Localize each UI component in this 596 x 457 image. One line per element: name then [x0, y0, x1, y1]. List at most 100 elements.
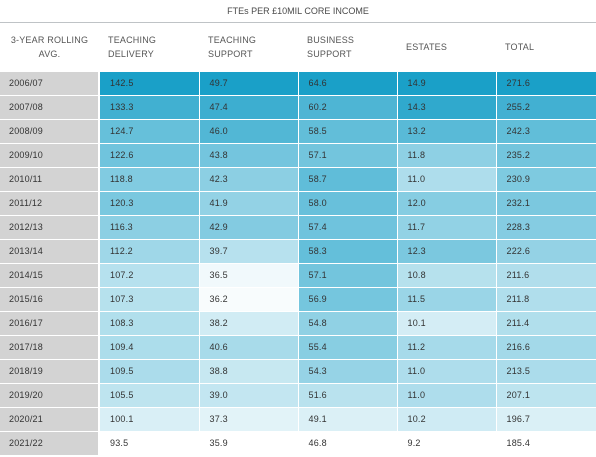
value-cell: 57.1 — [298, 263, 398, 288]
value-cell: 11.2 — [397, 335, 497, 360]
value-cell: 38.8 — [199, 359, 299, 384]
year-cell: 2018/19 — [0, 359, 100, 384]
value-cell: 54.3 — [298, 359, 398, 384]
header-total: TOTAL — [505, 42, 535, 52]
value-cell: 37.3 — [199, 407, 299, 432]
value-cell: 124.7 — [99, 119, 200, 144]
value-cell: 46.8 — [298, 431, 398, 455]
table-row: 2008/09 124.7 46.0 58.5 13.2 242.3 — [0, 119, 596, 144]
year-cell: 2017/18 — [0, 335, 100, 360]
year-cell: 2010/11 — [0, 167, 100, 192]
value-cell: 51.6 — [298, 383, 398, 408]
value-cell: 271.6 — [496, 71, 596, 96]
value-cell: 46.0 — [199, 119, 299, 144]
value-cell: 55.4 — [298, 335, 398, 360]
table-row: 2014/15 107.2 36.5 57.1 10.8 211.6 — [0, 263, 596, 288]
table-row: 2019/20 105.5 39.0 51.6 11.0 207.1 — [0, 383, 596, 408]
value-cell: 14.3 — [397, 95, 497, 120]
table-body: 2006/07 142.5 49.7 64.6 14.9 271.6 2007/08 133.… — [0, 71, 596, 455]
value-cell: 12.0 — [397, 191, 497, 216]
value-cell: 14.9 — [397, 71, 497, 96]
value-cell: 42.3 — [199, 167, 299, 192]
table-row: 2013/14 112.2 39.7 58.3 12.3 222.6 — [0, 239, 596, 264]
value-cell: 58.0 — [298, 191, 398, 216]
value-cell: 11.0 — [397, 359, 497, 384]
value-cell: 228.3 — [496, 215, 596, 240]
year-cell: 2011/12 — [0, 191, 100, 216]
table-row: 2018/19 109.5 38.8 54.3 11.0 213.5 — [0, 359, 596, 384]
value-cell: 35.9 — [199, 431, 299, 455]
value-cell: 12.3 — [397, 239, 497, 264]
value-cell: 93.5 — [99, 431, 200, 455]
value-cell: 108.3 — [99, 311, 200, 336]
table-row: 2016/17 108.3 38.2 54.8 10.1 211.4 — [0, 311, 596, 336]
value-cell: 13.2 — [397, 119, 497, 144]
value-cell: 42.9 — [199, 215, 299, 240]
value-cell: 133.3 — [99, 95, 200, 120]
table-row: 2021/22 93.5 35.9 46.8 9.2 185.4 — [0, 431, 596, 455]
value-cell: 232.1 — [496, 191, 596, 216]
value-cell: 112.2 — [99, 239, 200, 264]
value-cell: 100.1 — [99, 407, 200, 432]
value-cell: 230.9 — [496, 167, 596, 192]
table-row: 2015/16 107.3 36.2 56.9 11.5 211.8 — [0, 287, 596, 312]
value-cell: 43.8 — [199, 143, 299, 168]
value-cell: 222.6 — [496, 239, 596, 264]
table-row: 2020/21 100.1 37.3 49.1 10.2 196.7 — [0, 407, 596, 432]
value-cell: 49.1 — [298, 407, 398, 432]
value-cell: 116.3 — [99, 215, 200, 240]
value-cell: 11.5 — [397, 287, 497, 312]
value-cell: 122.6 — [99, 143, 200, 168]
value-cell: 242.3 — [496, 119, 596, 144]
header-teaching-support: TEACHING SUPPORT — [208, 35, 257, 59]
value-cell: 109.5 — [99, 359, 200, 384]
header-row: 3-YEAR ROLLING AVG. TEACHING DELIVERY TE… — [0, 23, 596, 72]
value-cell: 11.0 — [397, 383, 497, 408]
year-cell: 2019/20 — [0, 383, 100, 408]
value-cell: 10.2 — [397, 407, 497, 432]
value-cell: 40.6 — [199, 335, 299, 360]
value-cell: 36.2 — [199, 287, 299, 312]
year-cell: 2016/17 — [0, 311, 100, 336]
year-cell: 2015/16 — [0, 287, 100, 312]
value-cell: 58.5 — [298, 119, 398, 144]
value-cell: 196.7 — [496, 407, 596, 432]
value-cell: 57.4 — [298, 215, 398, 240]
value-cell: 11.8 — [397, 143, 497, 168]
header-teaching-delivery: TEACHING DELIVERY — [108, 35, 157, 59]
value-cell: 118.8 — [99, 167, 200, 192]
year-cell: 2007/08 — [0, 95, 100, 120]
value-cell: 60.2 — [298, 95, 398, 120]
table-row: 2006/07 142.5 49.7 64.6 14.9 271.6 — [0, 71, 596, 96]
year-cell: 2012/13 — [0, 215, 100, 240]
value-cell: 10.1 — [397, 311, 497, 336]
value-cell: 64.6 — [298, 71, 398, 96]
value-cell: 39.7 — [199, 239, 299, 264]
table-row: 2017/18 109.4 40.6 55.4 11.2 216.6 — [0, 335, 596, 360]
value-cell: 255.2 — [496, 95, 596, 120]
year-cell: 2020/21 — [0, 407, 100, 432]
table-row: 2007/08 133.3 47.4 60.2 14.3 255.2 — [0, 95, 596, 120]
value-cell: 11.7 — [397, 215, 497, 240]
value-cell: 38.2 — [199, 311, 299, 336]
header-business-support: BUSINESS SUPPORT — [307, 35, 355, 59]
table-row: 2010/11 118.8 42.3 58.7 11.0 230.9 — [0, 167, 596, 192]
value-cell: 211.4 — [496, 311, 596, 336]
value-cell: 57.1 — [298, 143, 398, 168]
year-cell: 2021/22 — [0, 431, 100, 455]
value-cell: 47.4 — [199, 95, 299, 120]
value-cell: 9.2 — [397, 431, 497, 455]
value-cell: 39.0 — [199, 383, 299, 408]
fte-table: 3-YEAR ROLLING AVG. TEACHING DELIVERY TE… — [0, 23, 596, 455]
year-cell: 2009/10 — [0, 143, 100, 168]
value-cell: 211.6 — [496, 263, 596, 288]
table-title: FTEs PER £10MIL CORE INCOME — [0, 0, 596, 23]
value-cell: 107.2 — [99, 263, 200, 288]
table-row: 2009/10 122.6 43.8 57.1 11.8 235.2 — [0, 143, 596, 168]
value-cell: 216.6 — [496, 335, 596, 360]
value-cell: 56.9 — [298, 287, 398, 312]
year-cell: 2008/09 — [0, 119, 100, 144]
header-year: 3-YEAR ROLLING AVG. — [10, 35, 89, 59]
year-cell: 2013/14 — [0, 239, 100, 264]
